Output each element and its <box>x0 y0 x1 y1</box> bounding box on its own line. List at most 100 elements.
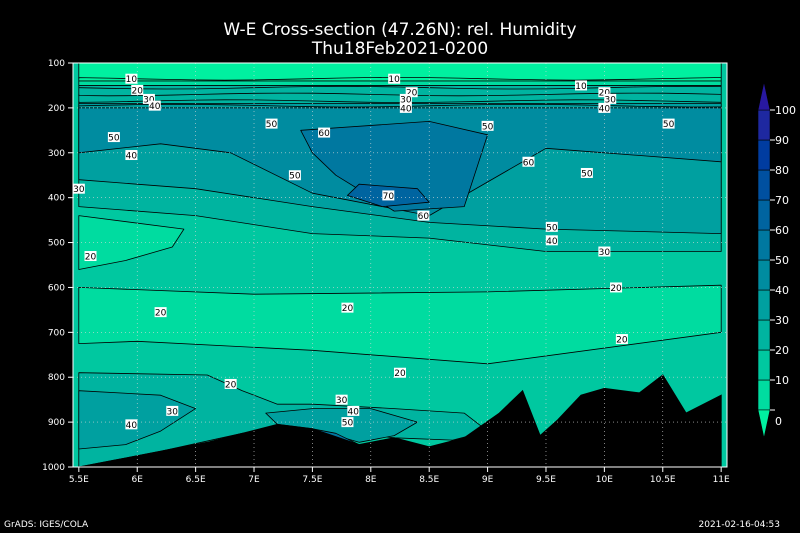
contour-label-bg <box>131 84 144 95</box>
contour-label: 40 <box>599 104 611 114</box>
contour-label-bg <box>545 221 558 232</box>
contour-label: 20 <box>85 253 97 263</box>
contour-label-bg <box>265 118 278 129</box>
contour-label: 30 <box>400 95 412 105</box>
footer-timestamp: 2021-02-16-04:53 <box>698 520 781 530</box>
y-tick-label: 1000 <box>42 463 65 473</box>
contour-label-bg <box>417 210 430 221</box>
contour-label-bg <box>394 367 406 378</box>
contour-label: 50 <box>482 122 494 132</box>
contour-label-bg <box>598 246 611 257</box>
y-tick-label: 700 <box>48 328 65 338</box>
grid-layer <box>73 63 727 467</box>
contour-label: 20 <box>394 369 406 379</box>
colorbar-label: 80 <box>775 164 789 177</box>
contour-label-bg <box>125 73 138 84</box>
y-tick-label: 200 <box>48 104 65 114</box>
contour-label-bg <box>405 87 418 98</box>
contour-label: 30 <box>167 407 179 417</box>
y-tick-label: 800 <box>48 373 65 383</box>
contour-label: 60 <box>318 129 330 139</box>
humidity-band-mid <box>78 284 722 365</box>
chart-title: W-E Cross-section (47.26N): rel. Humidit… <box>223 20 577 40</box>
y-tick-label: 100 <box>48 59 65 69</box>
footer-credit: GrADS: IGES/COLA <box>4 520 89 530</box>
contour-label-bg <box>522 156 535 167</box>
colorbar-swatch <box>757 229 771 261</box>
contour-label-bg <box>580 167 593 178</box>
contour-label: 40 <box>546 237 558 247</box>
contour-label: 10 <box>575 82 587 92</box>
contour-label-bg <box>382 190 395 201</box>
x-tick-label: 9.5E <box>536 475 556 485</box>
contour-label-bg <box>142 93 155 104</box>
colorbar-swatch <box>757 289 771 321</box>
contour-label: 20 <box>610 284 622 294</box>
colorbar-arrow-low <box>757 409 771 439</box>
contour-label: 10 <box>388 75 400 85</box>
contour-label: 30 <box>336 396 348 406</box>
colorbar-swatch <box>757 199 771 231</box>
contour-label-bg <box>598 102 611 113</box>
colorbar-label: 20 <box>775 344 789 357</box>
humidity-band-60-70 <box>300 121 488 212</box>
contour-label: 30 <box>143 95 155 105</box>
contour-label: 20 <box>132 86 144 96</box>
plot-frame <box>72 62 728 468</box>
colorbar-label: 90 <box>775 134 789 147</box>
contour-label: 50 <box>266 120 278 130</box>
contour-label-bg <box>72 183 85 194</box>
contour-label-bg <box>341 302 354 313</box>
colorbar-swatch <box>757 379 771 411</box>
contour-label-bg <box>148 100 161 111</box>
contour-label-bg <box>662 118 675 129</box>
colorbar-swatch <box>757 259 771 291</box>
x-tick-label: 8E <box>365 475 377 485</box>
contour-label: 40 <box>149 102 161 112</box>
contour-label-bg <box>125 419 138 430</box>
contour-label-bg <box>335 394 348 405</box>
x-tick-label: 5.5E <box>69 475 89 485</box>
contour-label: 50 <box>663 120 675 130</box>
contour-label-bg <box>388 73 401 84</box>
contour-label-bg <box>318 127 331 138</box>
contour-label-bg <box>575 80 588 91</box>
y-tick-label: 400 <box>48 194 65 204</box>
contour-label: 20 <box>406 89 418 99</box>
contour-label: 60 <box>418 212 430 222</box>
chart-subtitle: Thu18Feb2021-0200 <box>311 39 489 59</box>
contour-label: 40 <box>400 104 412 114</box>
x-tick-label: 9E <box>482 475 494 485</box>
contour-label-bg <box>615 334 628 345</box>
colorbar-label: 70 <box>775 194 789 207</box>
axes-layer: 5.5E 6E 6.5E 7E 7.5E 8E 8.5E 9E 9.5E 10E 10.5E 11E 1… <box>42 59 730 485</box>
contour-label: 30 <box>599 248 611 258</box>
colorbar-label: 0 <box>775 415 782 428</box>
colorbar-label: 40 <box>775 284 789 297</box>
contour-label: 10 <box>126 75 138 85</box>
colorbar-arrow-high <box>757 81 771 111</box>
contour-label: 50 <box>581 169 593 179</box>
colorbar-label: 30 <box>775 314 789 327</box>
colorbar: 0 10 20 30 40 50 60 70 80 90 100 <box>757 81 796 439</box>
colorbar-label: 10 <box>775 374 789 387</box>
colorbar-swatch <box>757 139 771 171</box>
x-tick-label: 8.5E <box>419 475 439 485</box>
y-tick-label: 300 <box>48 149 65 159</box>
contour-label: 30 <box>604 95 616 105</box>
contour-label-bg <box>154 307 167 318</box>
contour-label: 50 <box>342 419 354 429</box>
contour-label-bg <box>84 251 97 262</box>
colorbar-swatch <box>757 169 771 201</box>
y-tick-label: 500 <box>48 239 65 249</box>
contour-label: 20 <box>342 304 354 314</box>
contour-label-bg <box>598 87 611 98</box>
contour-label-bg <box>224 378 237 389</box>
y-tick-label: 600 <box>48 283 65 293</box>
colorbar-label: 100 <box>775 104 796 117</box>
contour-label: 70 <box>383 192 395 202</box>
contour-label: 40 <box>126 152 138 162</box>
contour-label: 30 <box>73 185 85 195</box>
